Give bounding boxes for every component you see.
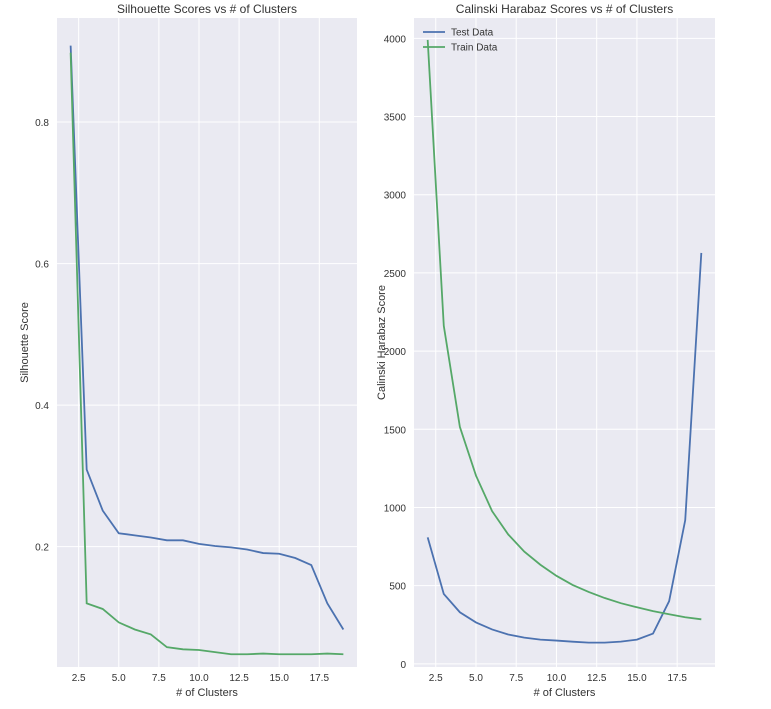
y-axis-label: Silhouette Score [19,302,31,383]
plot-area [57,18,357,667]
series-line-0 [69,45,345,630]
legend-label: Train Data [451,43,498,54]
y-tick-label: 500 [389,582,406,593]
legend-label: Test Data [451,28,494,39]
x-tick-label: 17.5 [667,673,687,684]
y-tick-label: 0.2 [35,543,49,554]
y-axis-label: Calinski Harabaz Score [376,285,388,400]
y-tick-label: 0 [400,660,406,671]
x-tick-label: 10.0 [547,673,567,684]
y-tick-label: 3500 [384,113,407,124]
x-tick-label: 5.0 [469,673,483,684]
x-tick-label: 15.0 [269,673,289,684]
x-tick-label: 12.5 [587,673,607,684]
y-tick-label: 2500 [384,269,407,280]
x-axis-label: # of Clusters [534,687,596,699]
chart-0: 2.5 5.0 7.5 10.0 12.5 15.0 17.5 0.2 0.4 0.6 0.8 Sil… [19,2,357,699]
series-line-1 [69,52,344,656]
y-tick-label: 0.6 [35,260,49,271]
chart-title: Calinski Harabaz Scores vs # of Clusters [456,2,673,16]
x-tick-label: 17.5 [310,673,330,684]
series-line-1 [426,39,702,621]
x-tick-label: 7.5 [152,673,166,684]
x-tick-label: 2.5 [429,673,443,684]
x-tick-label: 10.0 [189,673,209,684]
y-tick-label: 0.8 [35,118,49,129]
y-tick-label: 4000 [384,34,407,45]
x-axis-label: # of Clusters [176,687,238,699]
x-tick-label: 5.0 [112,673,126,684]
x-tick-label: 12.5 [229,673,249,684]
y-tick-label: 1000 [384,503,407,514]
series-line-0 [426,252,703,644]
y-tick-label: 2000 [384,347,407,358]
chart-1: 2.5 5.0 7.5 10.0 12.5 15.0 17.5 0 500 1000 1500 200… [376,2,715,699]
y-tick-label: 1500 [384,425,407,436]
x-tick-label: 2.5 [72,673,86,684]
y-tick-label: 0.4 [35,401,49,412]
plot-area [414,18,715,667]
x-tick-label: 15.0 [627,673,647,684]
chart-title: Silhouette Scores vs # of Clusters [117,2,297,16]
x-tick-label: 7.5 [509,673,523,684]
y-tick-label: 3000 [384,191,407,202]
